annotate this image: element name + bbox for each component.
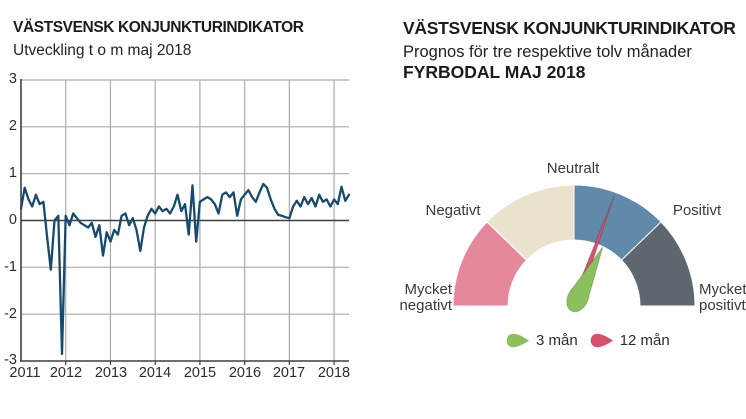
gauge-label-positivt: Positivt [672,202,722,219]
gauge-label-mycket-negativt: Mycket negativt [399,281,452,314]
x-axis-tick-label: 2016 [228,365,262,381]
x-axis-tick-label: 2014 [138,365,172,381]
x-axis-tick-label: 2017 [272,365,306,381]
gauge-label-mycket-positivt: Mycket positivt [699,281,746,314]
gauge-chart [452,184,696,313]
x-axis-tick-label: 2013 [94,365,128,381]
y-axis-tick-label: 2 [8,118,17,134]
y-axis-tick-label: -1 [4,259,17,275]
legend-3man-label: 3 mån [536,332,578,349]
left-chart-subtitle: Utveckling t o m maj 2018 [13,42,192,59]
y-axis-tick-label: -3 [4,352,17,368]
gauge-segment-3 [620,221,696,307]
gauge-label-neutralt: Neutralt [546,160,600,177]
indicator-series-line [19,182,351,356]
legend-12man-label: 12 mån [619,332,670,349]
right-chart-region-date: FYRBODAL MAJ 2018 [403,62,586,82]
x-axis-tick-label: 2018 [317,365,351,381]
gauge-needle-3man [566,246,604,313]
right-chart-title: VÄSTSVENSK KONJUNKTURINDIKATOR [403,18,736,38]
y-axis-tick-label: 3 [8,71,17,87]
x-axis-tick-label: 2011 [9,365,41,381]
y-axis-tick-label: 0 [8,212,17,228]
left-chart-title: VÄSTSVENSK KONJUNKTURINDIKATOR [13,19,304,36]
right-chart-subtitle: Prognos för tre respektive tolv månader [403,43,692,61]
legend-3man-teardrop-icon [506,333,529,348]
y-axis-tick-label: -2 [4,306,17,322]
x-axis-tick-label: 2015 [183,365,217,381]
line-chart [19,79,351,365]
legend-12man-teardrop-icon [590,333,613,348]
y-axis-tick-label: 1 [8,165,17,181]
gauge-label-negativt: Negativt [425,202,481,219]
gauge-legend: 3 mån 12 mån [503,332,673,349]
x-axis-tick-label: 2012 [49,365,83,381]
